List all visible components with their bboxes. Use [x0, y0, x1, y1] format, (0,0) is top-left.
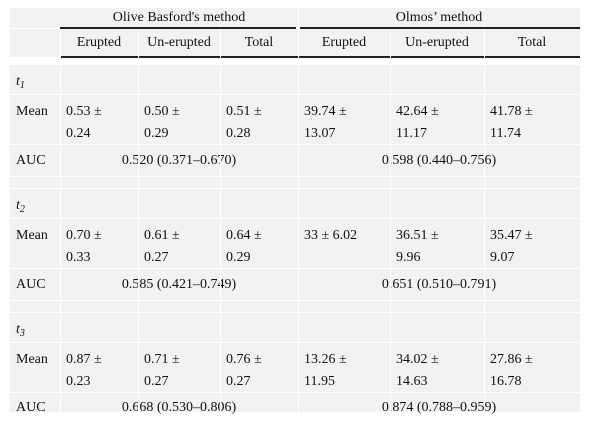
mean-cell: 0.61 ±0.27 [144, 228, 180, 265]
mean-cell: 0.50 ±0.29 [144, 104, 180, 141]
mean-label: Mean [16, 228, 48, 243]
t-symbol: t [16, 74, 20, 89]
mean-cell: 36.51 ±9.96 [396, 228, 439, 265]
t-subscript: 1 [19, 80, 25, 91]
col-header: Total [244, 35, 274, 50]
mean-label: Mean [16, 104, 48, 119]
group-header-olive: Olive Basford's method [112, 10, 246, 25]
mean-label: Mean [16, 352, 48, 367]
header-row-groups: Olive Basford's method Olmos’ method [10, 8, 580, 28]
col-header: Erupted [76, 35, 122, 50]
spacer-row [10, 177, 580, 188]
spacer-row [10, 301, 580, 312]
mean-cell: 0.87 ±0.23 [66, 352, 102, 389]
auc-value: 0.585 (0.421–0.749) [121, 277, 237, 292]
mean-cell: 27.86 ±16.78 [490, 352, 533, 389]
auc-value: 0.874 (0.788–0.959) [381, 400, 497, 415]
group-underline [300, 27, 580, 29]
col-header: Un-erupted [405, 35, 469, 50]
col-separator [484, 29, 485, 412]
col-separator [138, 29, 139, 412]
auc-value: 0.520 (0.371–0.670) [121, 153, 237, 168]
col-separator [60, 29, 61, 412]
t-symbol: t [16, 322, 20, 337]
auc-label: AUC [16, 153, 46, 168]
col-separator [298, 8, 299, 412]
mean-cell: 42.64 ±11.17 [396, 104, 439, 141]
auc-row: AUC 0.668 (0.530–0.806) 0.874 (0.788–0.9… [10, 393, 580, 415]
col-header: Erupted [321, 35, 367, 50]
auc-row: AUC 0.585 (0.421–0.749) 0.651 (0.510–0.7… [10, 269, 580, 300]
col-separator [220, 29, 221, 412]
col-header: Un-erupted [147, 35, 211, 50]
mean-cell: 0.51 ±0.28 [226, 104, 262, 141]
mean-cell: 41.78 ±11.74 [490, 104, 533, 141]
section-t3-label: t3 [10, 313, 580, 342]
col-header: Total [517, 35, 547, 50]
auc-value: 0.668 (0.530–0.806) [121, 400, 237, 415]
auc-value: 0.651 (0.510–0.791) [381, 277, 497, 292]
header-underline [60, 56, 580, 58]
auc-value: 0.598 (0.440–0.756) [381, 153, 497, 168]
mean-cell: 0.70 ±0.33 [66, 228, 102, 265]
mean-cell: 13.26 ±11.95 [304, 352, 347, 389]
auc-row: AUC 0.520 (0.371–0.670) 0.598 (0.440–0.7… [10, 145, 580, 176]
section-t1-label: t1 [10, 65, 580, 94]
mean-row: Mean 0.70 ±0.33 0.61 ±0.27 0.64 ±0.29 33… [10, 219, 580, 268]
t-subscript: 2 [19, 204, 25, 215]
mean-cell: 0.53 ±0.24 [66, 104, 102, 141]
mean-cell: 35.47 ±9.07 [490, 228, 533, 265]
group-underline [60, 27, 296, 29]
mean-cell: 0.71 ±0.27 [144, 352, 180, 389]
mean-cell: 39.74 ±13.07 [304, 104, 347, 141]
mean-row: Mean 0.53 ±0.24 0.50 ±0.29 0.51 ±0.28 39… [10, 95, 580, 144]
mean-cell: 0.76 ±0.27 [226, 352, 262, 389]
auc-label: AUC [16, 400, 46, 415]
t-subscript: 3 [19, 328, 25, 339]
auc-label: AUC [16, 277, 46, 292]
mean-cell: 34.02 ±14.63 [396, 352, 439, 389]
section-t2-label: t2 [10, 189, 580, 218]
t-symbol: t [16, 198, 20, 213]
col-separator [390, 29, 391, 412]
group-header-olmos: Olmos’ method [395, 10, 483, 25]
mean-row: Mean 0.87 ±0.23 0.71 ±0.27 0.76 ±0.27 13… [10, 343, 580, 392]
mean-cell: 0.64 ±0.29 [226, 228, 262, 265]
results-table: Olive Basford's method Olmos’ method Eru… [10, 8, 580, 415]
mean-cell: 33 ± 6.02 [304, 228, 358, 243]
header-row-columns: Erupted Un-erupted Total Erupted Un-erup… [10, 29, 580, 57]
